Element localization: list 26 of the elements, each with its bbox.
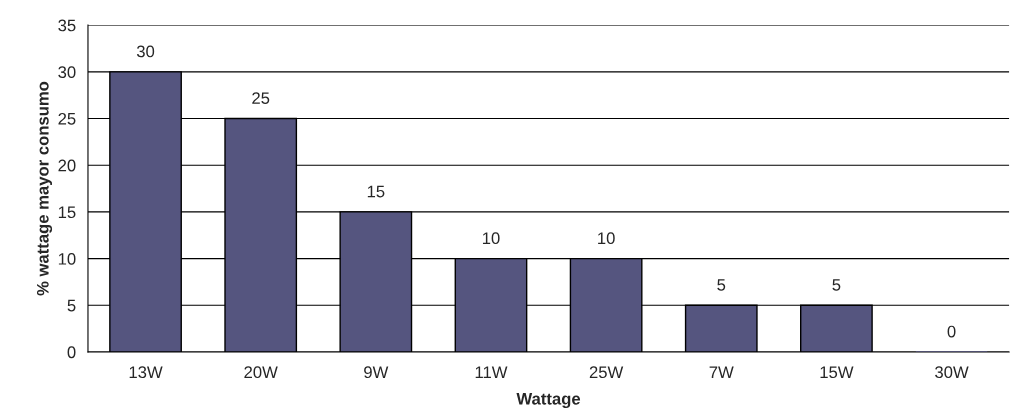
data-label: 10: [482, 232, 500, 245]
x-tick-label: 20W: [244, 366, 278, 379]
data-label: 5: [832, 279, 841, 291]
y-tick-label: 35: [58, 19, 76, 32]
data-label: 30: [136, 45, 155, 58]
x-axis-title: Wattage: [516, 393, 581, 409]
data-label: 25: [252, 92, 270, 105]
y-tick-label: 5: [67, 299, 76, 312]
y-tick-label: 20: [58, 159, 76, 172]
x-tick-label: 11W: [475, 366, 508, 378]
y-tick-label: 0: [67, 346, 76, 359]
data-label: 5: [717, 279, 726, 291]
x-tick-label: 15W: [820, 366, 854, 379]
data-label: 0: [947, 325, 956, 338]
data-label: 15: [367, 185, 385, 198]
data-label: 10: [598, 232, 615, 245]
y-axis-title: % wattage mayor consumo: [36, 81, 53, 296]
y-tick-label: 30: [58, 66, 76, 79]
x-tick-label: 30W: [935, 366, 969, 379]
x-tick-label: 25W: [589, 366, 624, 379]
y-tick-label: 15: [58, 206, 76, 219]
y-tick-label: 10: [58, 252, 76, 265]
x-tick-label: 9W: [364, 366, 389, 379]
y-tick-label: 25: [58, 112, 76, 125]
x-tick-label: 13W: [129, 366, 163, 379]
x-tick-label: 7W: [709, 366, 734, 378]
